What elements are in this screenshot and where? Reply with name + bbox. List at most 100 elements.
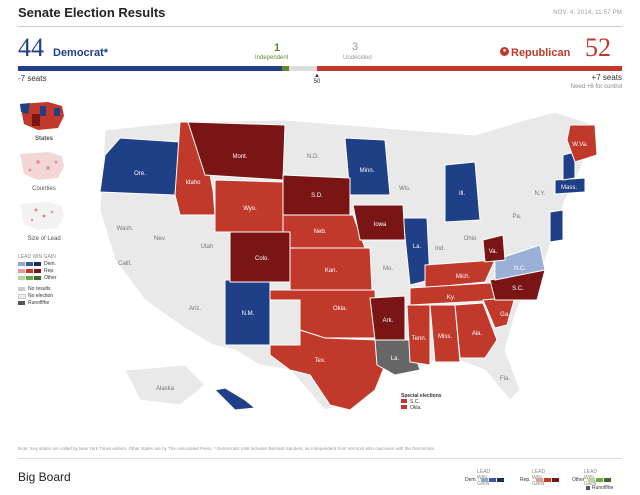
label-utah: Utah: [201, 244, 214, 250]
legend-no-results: No results: [28, 286, 51, 292]
swatch-other-win: [26, 276, 33, 280]
label-okla: Okla.: [333, 306, 347, 312]
rep-seat-bar: [317, 66, 622, 71]
label-tenn: Ky.: [447, 295, 456, 301]
state-minn: [344, 137, 391, 196]
bb-rep-label: Rep.: [520, 477, 531, 483]
label-ark: Ark.: [383, 318, 394, 324]
state-me: [566, 124, 598, 163]
label-calif: Calif.: [118, 261, 132, 267]
big-board-title[interactable]: Big Board: [18, 470, 71, 484]
rep-seat-change: +7 seats: [591, 73, 622, 82]
swatch-rep-win: [26, 269, 33, 273]
swatch-other-gain: [34, 276, 41, 280]
bb-dem-win: [489, 478, 496, 482]
label-sd: S.D.: [311, 193, 323, 199]
label-miss: Tenn.: [412, 336, 427, 342]
swatch-rep-lead: [18, 269, 25, 273]
view-states-thumbnail[interactable]: [18, 98, 66, 134]
bb-other-label: Other: [572, 477, 585, 483]
ind-seat-count: 1: [273, 42, 281, 54]
label-alaska: Alaska: [156, 386, 175, 392]
bb-rep-win: [544, 478, 551, 482]
divider-bottom: [18, 458, 622, 459]
state-ore: [99, 137, 181, 196]
rep-label: Republican: [511, 47, 571, 59]
label-ariz: Ariz.: [189, 306, 201, 312]
label-wyo: Wyo.: [243, 206, 257, 212]
label-mass: Mass.: [561, 185, 577, 191]
page-title: Senate Election Results: [18, 5, 166, 20]
label-ky: Mich.: [456, 274, 471, 280]
state-ky: [424, 259, 496, 289]
state-nh-vt-dem: [562, 151, 576, 181]
view-lead-thumbnail[interactable]: [18, 198, 66, 234]
label-neb: Neb.: [314, 229, 327, 235]
state-ne-dem-strip: [549, 209, 564, 243]
state-ga: [454, 302, 498, 359]
bb-dem-label: Dem.: [465, 477, 477, 483]
special-item-okla: Okla.: [401, 405, 442, 411]
label-nev: Nev.: [154, 236, 166, 242]
label-sc: Ga.: [500, 312, 510, 318]
bb-other-gain: [604, 478, 611, 482]
swatch-rep-gain: [34, 269, 41, 273]
legend-runoff: Runoff/tie: [28, 300, 50, 306]
rep-seat-count: 52: [585, 33, 611, 62]
label-mich: Ill.: [459, 191, 465, 197]
undecided-count: 3: [352, 41, 359, 53]
label-ga: Ala.: [472, 331, 483, 337]
state-la: [374, 339, 421, 376]
label-mo: Mo.: [383, 266, 393, 272]
dem-seat-bar: [18, 66, 282, 71]
legend-no-election: No election: [28, 293, 54, 299]
ind-seat-bar: [282, 66, 289, 71]
label-pa: Pa.: [512, 214, 521, 220]
label-fla: Fla.: [500, 376, 510, 382]
state-mich: [444, 161, 481, 223]
label-mont: Mont.: [232, 154, 247, 160]
label-nd: N.D.: [307, 154, 319, 160]
undecided-seat-bar: [289, 66, 317, 71]
view-counties-label[interactable]: Counties: [32, 186, 56, 192]
us-senate-map: Ore. N.M. Minn. La. Ill. Mass. Idaho Mon…: [99, 111, 598, 411]
bb-rep-lead: [536, 478, 543, 482]
label-colo: Colo.: [255, 256, 269, 262]
swatch-other-lead: [18, 276, 25, 280]
swatch-dem-gain: [34, 262, 41, 266]
swatch-sc: [401, 399, 407, 403]
view-lead-label[interactable]: Size of Lead: [27, 236, 61, 242]
state-hawaii: [213, 387, 257, 411]
bb-dem-lead: [481, 478, 488, 482]
label-ala: Miss.: [438, 334, 452, 340]
legend-dem-label: Dem.: [44, 261, 56, 267]
label-la: La.: [391, 356, 400, 362]
label-wva: Va.: [489, 249, 498, 255]
state-miss: [406, 304, 431, 366]
swatch-no-results: [18, 287, 25, 291]
label-wash: Wash.: [117, 226, 134, 232]
label-nc: S.C.: [512, 286, 524, 292]
state-iowa: [352, 204, 406, 241]
state-va: [494, 244, 546, 281]
bb-other-lead: [588, 478, 595, 482]
special-item-sc: S.C.: [401, 399, 442, 405]
label-minn: Minn.: [360, 168, 375, 174]
majority-marker: ▲ 50: [313, 73, 321, 85]
label-tex: Tex.: [314, 358, 325, 364]
state-alaska: [124, 364, 206, 406]
ind-label: Independent: [255, 55, 289, 61]
swatch-okla: [401, 405, 407, 409]
swatch-dem-lead: [18, 262, 25, 266]
special-item-sc-label: S.C.: [410, 399, 420, 405]
dem-label: Democrat*: [53, 47, 109, 59]
special-elections-legend: Special elections S.C. Okla.: [401, 393, 442, 411]
label-ind: Ind.: [435, 246, 445, 252]
label-wis: Wis.: [399, 186, 411, 192]
view-states-label[interactable]: States: [34, 136, 53, 142]
state-mass: [554, 177, 586, 195]
special-elections-title: Special elections: [401, 393, 442, 399]
label-ore: Ore.: [134, 171, 146, 177]
view-counties-thumbnail[interactable]: [18, 148, 66, 184]
label-iowa: Iowa: [374, 222, 387, 228]
